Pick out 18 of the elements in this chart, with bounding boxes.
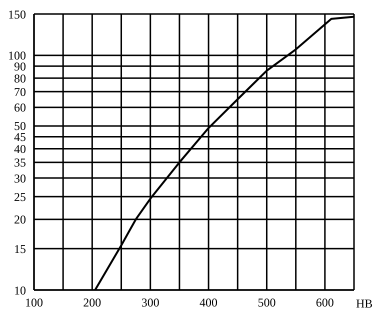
y-tick-label: 60 bbox=[14, 100, 26, 115]
y-tick-label: 10 bbox=[14, 283, 26, 298]
y-tick-label: 15 bbox=[14, 242, 26, 256]
y-tick-label: 30 bbox=[14, 171, 26, 186]
y-tick-label: 80 bbox=[14, 71, 26, 86]
y-tick-label: 35 bbox=[14, 156, 26, 170]
y-tick-label: 150 bbox=[8, 7, 26, 22]
y-tick-label: 70 bbox=[14, 84, 26, 99]
x-axis-title: HB bbox=[356, 296, 373, 310]
x-tick-label: 100 bbox=[25, 296, 43, 310]
x-tick-label: 300 bbox=[141, 296, 160, 310]
y-tick-label: 40 bbox=[14, 142, 26, 156]
y-tick-label: 20 bbox=[14, 212, 26, 227]
x-tick-label: 400 bbox=[200, 296, 218, 310]
x-tick-label: 500 bbox=[258, 296, 276, 310]
x-tick-label: 600 bbox=[316, 296, 334, 310]
x-tick-label: 200 bbox=[83, 296, 102, 310]
y-tick-label: 25 bbox=[14, 190, 26, 204]
